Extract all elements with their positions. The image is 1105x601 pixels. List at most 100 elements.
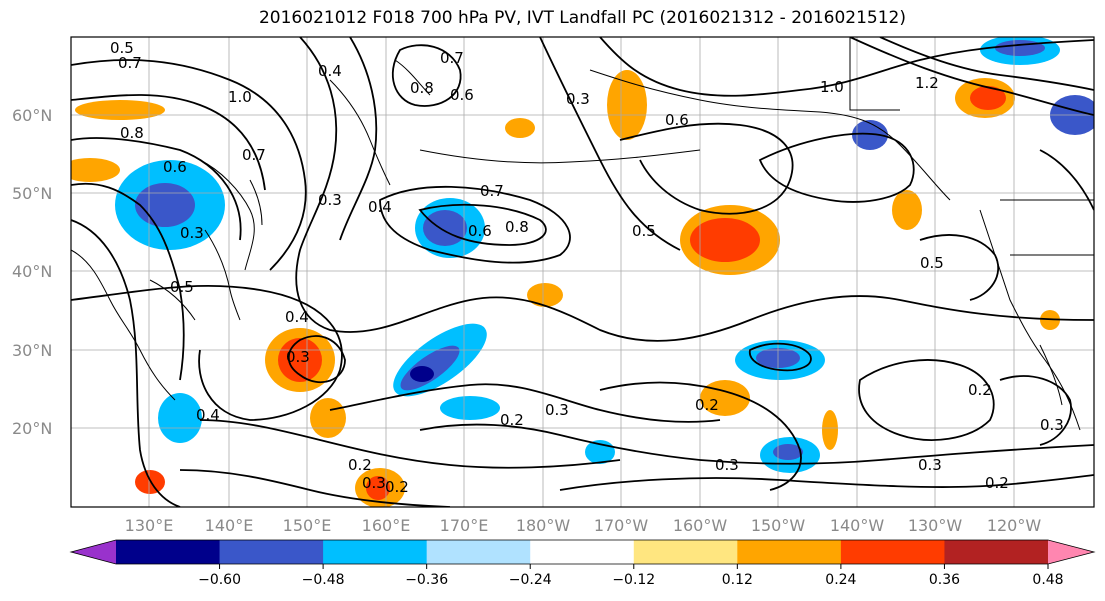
lat-label: 60°N <box>12 106 52 125</box>
pv-contours <box>71 37 1094 507</box>
contour-label: 0.2 <box>500 411 524 429</box>
contour-label: 0.8 <box>505 218 529 236</box>
lon-label: 120°W <box>987 516 1042 535</box>
contour-label: 0.2 <box>385 478 409 496</box>
pos-anomaly-12 <box>135 470 165 494</box>
pos-anomaly-5 <box>75 100 165 120</box>
kamchatka-coast <box>329 59 431 186</box>
contour-label: 1.0 <box>820 78 844 96</box>
neg-anomaly-9 <box>158 393 202 443</box>
contour-label: 0.6 <box>665 111 689 129</box>
contour-label: 0.7 <box>440 49 464 67</box>
colorbar-extend-max <box>1048 540 1094 564</box>
aleutian-chain <box>419 149 701 164</box>
longitude-labels: 130°E 140°E 150°E 160°E 170°E 180°W 170°… <box>125 516 1042 535</box>
colorbar-segment <box>633 540 738 564</box>
lon-label: 150°E <box>283 516 332 535</box>
colorbar-segment <box>323 540 428 564</box>
contour-label: 0.4 <box>285 308 309 326</box>
contour-label: 0.2 <box>695 396 719 414</box>
contour-label: 0.5 <box>920 254 944 272</box>
colorbar-tick-label: −0.24 <box>509 572 552 588</box>
lon-label: 180°W <box>516 516 571 535</box>
lon-label: 170°E <box>440 516 489 535</box>
map-frame <box>70 36 1095 508</box>
colorbar-segment <box>116 540 221 564</box>
contour-label: 0.8 <box>120 124 144 142</box>
baja-coast <box>1039 344 1063 406</box>
contour-label: 0.3 <box>566 90 590 108</box>
pos-anomaly-13 <box>892 190 922 230</box>
latitude-labels: 60°N 50°N 40°N 30°N 20°N <box>12 106 52 438</box>
pos-anomaly-10 <box>527 283 563 307</box>
pos-anomaly-1-core <box>690 218 760 262</box>
neg-anomaly-3-peak <box>410 366 434 382</box>
lon-label: 130°W <box>908 516 963 535</box>
colorbar-tick-label: −0.36 <box>405 572 448 588</box>
colorbar-segment <box>840 540 945 564</box>
map-content: 0.5 0.7 0.4 0.8 0.7 0.6 1.0 0.3 1.0 1.2 … <box>71 37 1094 507</box>
contour-labels: 0.5 0.7 0.4 0.8 0.7 0.6 1.0 0.3 1.0 1.2 … <box>108 37 1064 496</box>
colorbar-tick-label: −0.48 <box>302 572 345 588</box>
colorbar-extend-min <box>71 540 116 564</box>
pos-anomaly-6 <box>71 158 120 182</box>
lat-label: 30°N <box>12 341 52 360</box>
contour-label: 0.3 <box>318 191 342 209</box>
contour-label: 0.6 <box>450 86 474 104</box>
pos-anomaly-4 <box>607 70 647 140</box>
contour-label: 0.8 <box>410 79 434 97</box>
contour-label: 0.4 <box>368 198 392 216</box>
neg-anomaly-1-core <box>135 183 195 227</box>
neg-anomaly-8 <box>852 120 888 150</box>
map-title: 2016021012 F018 700 hPa PV, IVT Landfall… <box>258 8 906 28</box>
colorbar-tick-label: −0.12 <box>612 572 655 588</box>
colorbar-tick-label: 0.24 <box>825 572 856 588</box>
contour-label: 0.5 <box>110 39 134 57</box>
pos-anomaly-2-core <box>278 338 322 382</box>
japan-coast <box>204 179 263 321</box>
colorbar-segment <box>219 540 324 564</box>
lon-label: 170°W <box>594 516 649 535</box>
colorbar-outline <box>69 539 1096 565</box>
contour-label: 0.5 <box>632 222 656 240</box>
neg-anomaly-2-core <box>423 210 467 246</box>
lon-label: 150°W <box>751 516 806 535</box>
asia-coast <box>71 159 255 401</box>
contour-label: 0.3 <box>715 456 739 474</box>
colorbar-tick-label: −0.60 <box>198 572 241 588</box>
contour-label: 1.0 <box>228 88 252 106</box>
contour-label: 0.7 <box>242 146 266 164</box>
contour-label: 1.2 <box>915 74 939 92</box>
canada-border <box>849 37 900 111</box>
lon-label: 130°E <box>125 516 174 535</box>
contour-label: 0.7 <box>480 182 504 200</box>
contour-label: 0.6 <box>163 158 187 176</box>
colorbar-segment <box>426 540 531 564</box>
contour-label: 0.2 <box>348 456 372 474</box>
contour-label: 0.6 <box>468 222 492 240</box>
colorbar-segment <box>530 540 635 564</box>
graticule <box>71 37 1094 507</box>
neg-anomaly-10 <box>440 396 500 420</box>
colorbar-segment <box>737 540 842 564</box>
lon-label: 160°E <box>362 516 411 535</box>
colorbar: −0.60 −0.48 −0.36 −0.24 −0.12 0.12 0.24 0.36 0.4… <box>69 539 1096 588</box>
lat-label: 50°N <box>12 184 52 203</box>
lon-label: 140°E <box>205 516 254 535</box>
contour-label: 0.7 <box>118 54 142 72</box>
neg-anomaly-5-core <box>773 444 803 460</box>
contour-label: 0.4 <box>318 62 342 80</box>
lon-label: 140°W <box>830 516 885 535</box>
pos-anomaly-11 <box>505 118 535 138</box>
lat-label: 20°N <box>12 419 52 438</box>
contour-label: 0.3 <box>286 348 310 366</box>
contour-label: 0.4 <box>196 406 220 424</box>
us-border <box>1000 199 1094 256</box>
contour-label: 0.2 <box>985 474 1009 492</box>
pos-anomaly-8-core <box>366 476 390 500</box>
colorbar-tick-label: 0.48 <box>1032 572 1063 588</box>
lat-label: 40°N <box>12 262 52 281</box>
colorbar-tick-label: 0.12 <box>722 572 753 588</box>
contour-label: 0.3 <box>918 456 942 474</box>
